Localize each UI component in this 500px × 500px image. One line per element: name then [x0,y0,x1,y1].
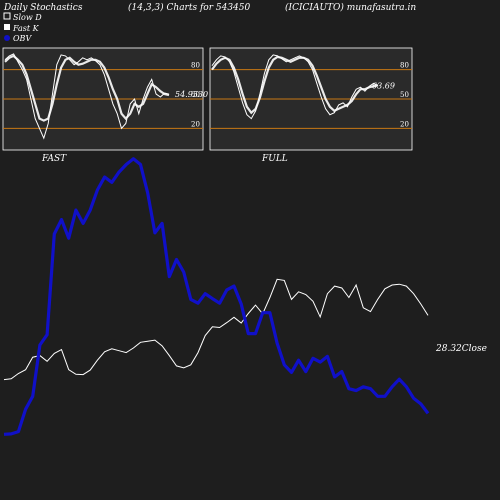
full-series-fast-k [211,54,379,120]
fast-panel-caption: FAST [41,154,67,164]
full-level-label-80: 80 [400,62,409,70]
price-series-line [3,278,429,381]
fast-series-fast-k [4,53,170,140]
obv-series-line [3,157,430,436]
chart-title-right: (ICICIAUTO) munafasutra.in [285,2,416,13]
legend-label-slow-d: Slow D [13,13,42,22]
legend-label-obv: OBV [13,34,32,43]
fast-value-label: 54.9530 [175,90,208,99]
price-obv-plot [3,157,430,436]
chart-title-left: Daily Stochastics [3,3,83,13]
full-level-label-50: 50 [400,91,409,99]
legend-swatch-slow-d [3,12,11,20]
full-level-label-20: 20 [400,120,409,128]
full-panel-caption: FULL [261,154,288,164]
full-series-slow-d [211,55,379,115]
fast-stochastic-panel: 80 50 20 54.9530 [2,47,208,151]
legend-swatch-obv [4,35,10,41]
chart-title-mid: (14,3,3) Charts for 543450 [128,2,250,13]
full-stochastic-panel: 80 50 20 63.69 [209,47,413,151]
fast-level-label-80: 80 [191,62,200,70]
full-value-label: 63.69 [372,81,395,90]
legend-swatch-fast-k [4,24,10,30]
close-price-label: 28.32Close [435,344,487,354]
fast-level-label-50: 50 [191,91,200,99]
legend-label-fast-k: Fast K [12,24,40,33]
fast-level-label-20: 20 [191,120,200,128]
